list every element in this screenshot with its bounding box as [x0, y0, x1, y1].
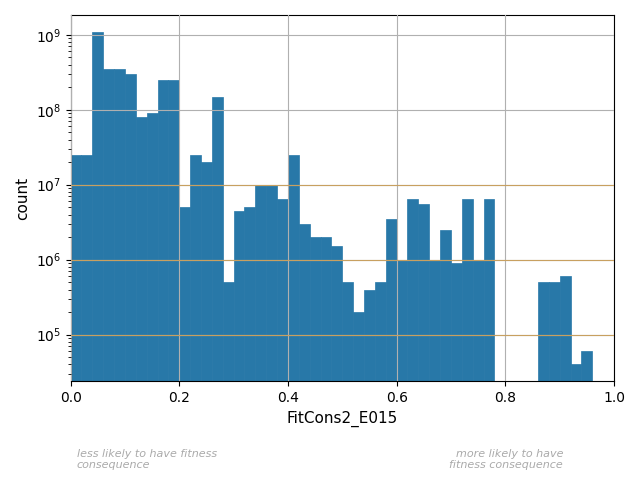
- Bar: [266, 185, 277, 480]
- Bar: [375, 282, 386, 480]
- Bar: [386, 219, 397, 480]
- Bar: [255, 185, 266, 480]
- X-axis label: FitCons2_E015: FitCons2_E015: [287, 410, 398, 427]
- Text: more likely to have
fitness consequence: more likely to have fitness consequence: [449, 449, 563, 470]
- Bar: [408, 199, 419, 480]
- Bar: [136, 117, 147, 480]
- Bar: [484, 199, 495, 480]
- Text: less likely to have fitness
consequence: less likely to have fitness consequence: [77, 449, 217, 470]
- Bar: [223, 282, 234, 480]
- Bar: [451, 263, 462, 480]
- Bar: [157, 80, 168, 480]
- Bar: [397, 260, 408, 480]
- Bar: [559, 276, 570, 480]
- Bar: [538, 282, 548, 480]
- Bar: [299, 224, 310, 480]
- Bar: [570, 364, 581, 480]
- Bar: [581, 351, 592, 480]
- Bar: [440, 230, 451, 480]
- Bar: [244, 207, 255, 480]
- Bar: [429, 260, 440, 480]
- Bar: [462, 199, 473, 480]
- Bar: [473, 260, 484, 480]
- Bar: [125, 74, 136, 480]
- Bar: [548, 282, 559, 480]
- Y-axis label: count: count: [15, 177, 30, 220]
- Bar: [70, 155, 81, 480]
- Bar: [321, 237, 332, 480]
- Bar: [201, 162, 212, 480]
- Bar: [103, 69, 114, 480]
- Bar: [114, 69, 125, 480]
- Bar: [179, 207, 190, 480]
- Bar: [342, 282, 353, 480]
- Bar: [212, 96, 223, 480]
- Bar: [147, 113, 157, 480]
- Bar: [234, 211, 244, 480]
- Bar: [364, 289, 375, 480]
- Bar: [353, 312, 364, 480]
- Bar: [81, 155, 92, 480]
- Bar: [168, 80, 179, 480]
- Bar: [277, 199, 288, 480]
- Bar: [419, 204, 429, 480]
- Bar: [190, 155, 201, 480]
- Bar: [288, 155, 299, 480]
- Bar: [92, 32, 103, 480]
- Bar: [310, 237, 321, 480]
- Bar: [332, 246, 342, 480]
